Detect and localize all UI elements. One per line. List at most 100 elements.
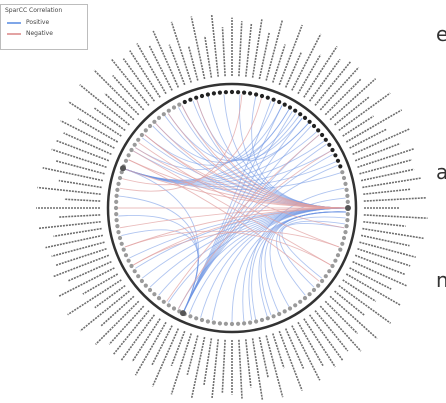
node — [330, 263, 335, 269]
node-label — [148, 45, 173, 91]
node — [302, 296, 308, 301]
node-label — [190, 16, 206, 80]
node — [113, 205, 119, 211]
node-label — [354, 254, 405, 276]
node-label — [112, 310, 150, 356]
node — [340, 241, 345, 246]
node — [205, 319, 210, 324]
node-label — [221, 27, 226, 77]
node-label — [349, 128, 387, 149]
node — [335, 158, 341, 163]
node — [147, 287, 153, 293]
node — [236, 90, 241, 95]
node — [282, 102, 287, 107]
node-label — [303, 45, 338, 98]
node — [333, 258, 338, 263]
node-label — [129, 50, 161, 98]
node-label — [168, 44, 186, 86]
positive-link — [281, 222, 345, 279]
node-label — [79, 290, 130, 332]
node — [345, 218, 350, 223]
node — [271, 97, 276, 102]
node — [211, 320, 216, 325]
negative-link — [128, 159, 320, 282]
node-label — [349, 267, 392, 290]
node-label — [363, 188, 412, 195]
node-label — [345, 273, 402, 307]
node — [293, 303, 298, 308]
node-label — [152, 30, 180, 88]
positive-link — [144, 105, 283, 166]
node-label — [151, 325, 173, 366]
node-label — [291, 33, 322, 91]
node — [254, 92, 259, 97]
node — [345, 199, 350, 204]
node-label — [151, 328, 180, 387]
positive-link — [279, 220, 345, 288]
node — [114, 199, 119, 204]
negative-link — [133, 150, 331, 266]
node-label — [245, 23, 253, 77]
node-label — [122, 58, 156, 102]
node — [277, 311, 282, 317]
node — [123, 158, 129, 163]
node-label — [210, 15, 219, 77]
node — [132, 269, 137, 274]
node — [338, 164, 343, 169]
node-label — [52, 254, 110, 278]
node-label — [104, 92, 135, 121]
node-label — [334, 96, 370, 126]
node — [242, 90, 247, 95]
hub-node — [180, 310, 186, 317]
node-label — [297, 321, 324, 367]
node — [343, 181, 348, 186]
node-label — [67, 101, 122, 137]
node-label — [67, 279, 122, 316]
node-label — [291, 325, 321, 381]
positive-link — [135, 102, 276, 170]
node-label — [100, 295, 135, 327]
node — [199, 93, 205, 99]
nodes-group — [113, 89, 351, 327]
node-label — [338, 92, 391, 132]
node — [223, 321, 228, 326]
node-label — [357, 148, 414, 168]
legend-label-positive: Positive — [26, 19, 50, 26]
node-label — [329, 78, 377, 121]
node-label — [278, 24, 303, 86]
node-label — [186, 335, 199, 376]
node-label — [308, 314, 344, 361]
node — [129, 147, 134, 153]
node-label — [221, 339, 226, 394]
node-label — [77, 118, 119, 143]
node-label — [319, 305, 362, 352]
node — [265, 95, 270, 100]
node — [129, 263, 134, 269]
node — [229, 89, 235, 95]
node — [114, 218, 119, 223]
node-label — [53, 227, 102, 238]
node — [330, 147, 335, 153]
negative-link — [196, 99, 347, 209]
node — [166, 108, 171, 113]
node-label — [357, 248, 411, 267]
node-label — [284, 52, 302, 88]
node-label — [108, 305, 145, 345]
node-label — [258, 336, 269, 378]
node — [126, 153, 131, 158]
links-group — [118, 94, 347, 323]
node — [341, 235, 347, 241]
node-label — [308, 58, 341, 102]
node-label — [58, 267, 115, 298]
node-label — [64, 198, 101, 202]
node-label — [131, 318, 161, 363]
negative-link — [178, 150, 331, 309]
node-label — [278, 330, 303, 391]
node — [242, 321, 247, 326]
legend-swatch-positive — [7, 21, 21, 24]
node-label — [56, 139, 110, 162]
node-label — [319, 66, 360, 111]
node-label — [354, 142, 401, 162]
cropped-text-1: e — [436, 22, 446, 46]
node-label — [238, 339, 243, 399]
